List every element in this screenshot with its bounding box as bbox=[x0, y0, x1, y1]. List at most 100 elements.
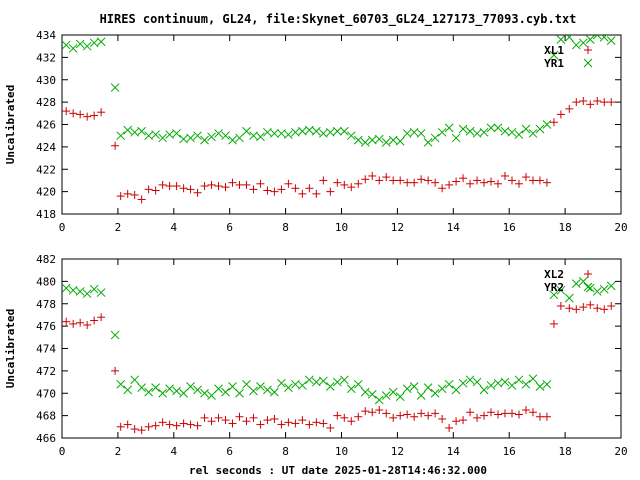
data-point-yr1 bbox=[193, 131, 202, 141]
data-point-xl2 bbox=[473, 413, 482, 422]
data-point-yr2 bbox=[339, 375, 349, 385]
data-point-yr2 bbox=[311, 377, 321, 387]
data-point-xl1 bbox=[333, 178, 342, 187]
data-point-yr2 bbox=[585, 283, 595, 293]
x-tick-label: 8 bbox=[282, 221, 289, 234]
data-point-yr1 bbox=[89, 38, 99, 48]
data-point-xl1 bbox=[214, 182, 223, 191]
data-point-xl2 bbox=[501, 409, 510, 418]
data-point-yr2 bbox=[62, 283, 71, 293]
data-point-xl2 bbox=[556, 301, 565, 310]
data-point-yr2 bbox=[353, 379, 363, 389]
data-point-xl1 bbox=[494, 179, 503, 188]
data-point-xl1 bbox=[137, 195, 146, 204]
data-point-xl1 bbox=[319, 176, 328, 185]
data-point-yr1 bbox=[270, 129, 279, 138]
data-point-yr2 bbox=[423, 383, 433, 393]
data-point-yr2 bbox=[374, 395, 384, 405]
data-point-xl2 bbox=[507, 409, 516, 418]
data-point-yr1 bbox=[151, 130, 160, 139]
data-point-xl1 bbox=[375, 176, 384, 185]
data-point-yr1 bbox=[221, 131, 230, 141]
data-point-yr1 bbox=[395, 136, 405, 146]
data-point-xl2 bbox=[521, 406, 530, 415]
data-point-yr1 bbox=[437, 127, 447, 137]
data-point-yr2 bbox=[458, 378, 468, 388]
data-point-xl1 bbox=[514, 179, 523, 188]
data-point-xl1 bbox=[270, 187, 279, 196]
data-point-xl2 bbox=[298, 416, 307, 425]
data-point-yr2 bbox=[486, 381, 496, 390]
data-point-yr2 bbox=[193, 385, 202, 395]
data-point-xl1 bbox=[347, 183, 356, 192]
data-point-xl1 bbox=[111, 141, 120, 150]
data-point-yr2 bbox=[535, 382, 545, 391]
data-point-xl1 bbox=[452, 177, 461, 186]
data-point-yr1 bbox=[423, 138, 433, 147]
data-point-xl1 bbox=[466, 179, 475, 188]
data-point-xl2 bbox=[291, 419, 300, 428]
data-point-yr2 bbox=[451, 385, 461, 395]
data-point-yr2 bbox=[325, 382, 335, 391]
data-point-yr2 bbox=[305, 375, 314, 385]
data-point-yr1 bbox=[277, 129, 286, 138]
data-point-yr2 bbox=[270, 387, 279, 397]
data-point-yr1 bbox=[381, 138, 391, 147]
data-point-yr2 bbox=[68, 285, 78, 295]
data-point-yr2 bbox=[416, 391, 426, 400]
data-point-xl1 bbox=[256, 179, 265, 188]
data-point-xl2 bbox=[480, 411, 489, 420]
data-point-xl2 bbox=[542, 412, 551, 421]
data-point-xl1 bbox=[186, 185, 195, 194]
data-point-xl2 bbox=[270, 414, 279, 423]
data-point-yr2 bbox=[388, 387, 398, 397]
data-point-yr1 bbox=[500, 126, 510, 136]
data-point-yr1 bbox=[325, 127, 335, 137]
legend-marker-xl2 bbox=[584, 270, 592, 278]
data-point-xl2 bbox=[565, 304, 574, 313]
data-point-xl2 bbox=[277, 420, 286, 429]
data-point-yr1 bbox=[207, 132, 216, 142]
data-point-yr2 bbox=[89, 284, 99, 294]
data-point-yr1 bbox=[514, 130, 524, 139]
data-point-xl1 bbox=[382, 173, 391, 182]
data-point-xl2 bbox=[354, 412, 363, 421]
data-point-xl1 bbox=[473, 176, 482, 185]
data-point-xl1 bbox=[284, 179, 293, 188]
x-tick-label: 12 bbox=[391, 445, 404, 458]
data-point-xl1 bbox=[242, 180, 251, 189]
data-point-xl1 bbox=[298, 189, 307, 198]
data-point-xl1 bbox=[396, 176, 405, 185]
data-point-xl2 bbox=[375, 406, 384, 415]
data-point-yr1 bbox=[542, 120, 552, 129]
data-point-yr1 bbox=[96, 37, 106, 47]
data-point-xl2 bbox=[452, 417, 461, 426]
data-point-yr1 bbox=[599, 35, 609, 42]
chart-title: HIRES continuum, GL24, file:Skynet_60703… bbox=[100, 12, 577, 27]
data-point-xl2 bbox=[214, 413, 223, 422]
data-point-xl1 bbox=[389, 176, 398, 185]
data-point-yr2 bbox=[556, 285, 566, 295]
data-point-xl1 bbox=[403, 178, 412, 187]
y-tick-label: 434 bbox=[36, 29, 56, 42]
data-point-yr1 bbox=[62, 40, 71, 50]
data-point-xl2 bbox=[438, 414, 447, 423]
y-tick-label: 472 bbox=[36, 365, 56, 378]
data-point-yr1 bbox=[68, 44, 78, 53]
data-point-xl2 bbox=[179, 419, 188, 428]
data-point-xl2 bbox=[158, 418, 167, 427]
data-point-yr1 bbox=[339, 126, 349, 136]
data-point-yr1 bbox=[228, 135, 237, 145]
data-point-xl2 bbox=[235, 412, 244, 421]
data-point-xl2 bbox=[62, 317, 71, 326]
data-point-xl1 bbox=[326, 187, 335, 196]
data-point-xl2 bbox=[528, 408, 537, 417]
data-point-yr1 bbox=[465, 126, 475, 136]
data-point-yr1 bbox=[472, 129, 482, 138]
data-point-yr1 bbox=[235, 133, 244, 143]
data-point-xl1 bbox=[542, 178, 551, 187]
data-point-yr1 bbox=[521, 124, 531, 134]
data-point-yr2 bbox=[144, 387, 153, 397]
y-tick-label: 424 bbox=[36, 141, 56, 154]
legend-marker-xl1 bbox=[584, 46, 592, 54]
